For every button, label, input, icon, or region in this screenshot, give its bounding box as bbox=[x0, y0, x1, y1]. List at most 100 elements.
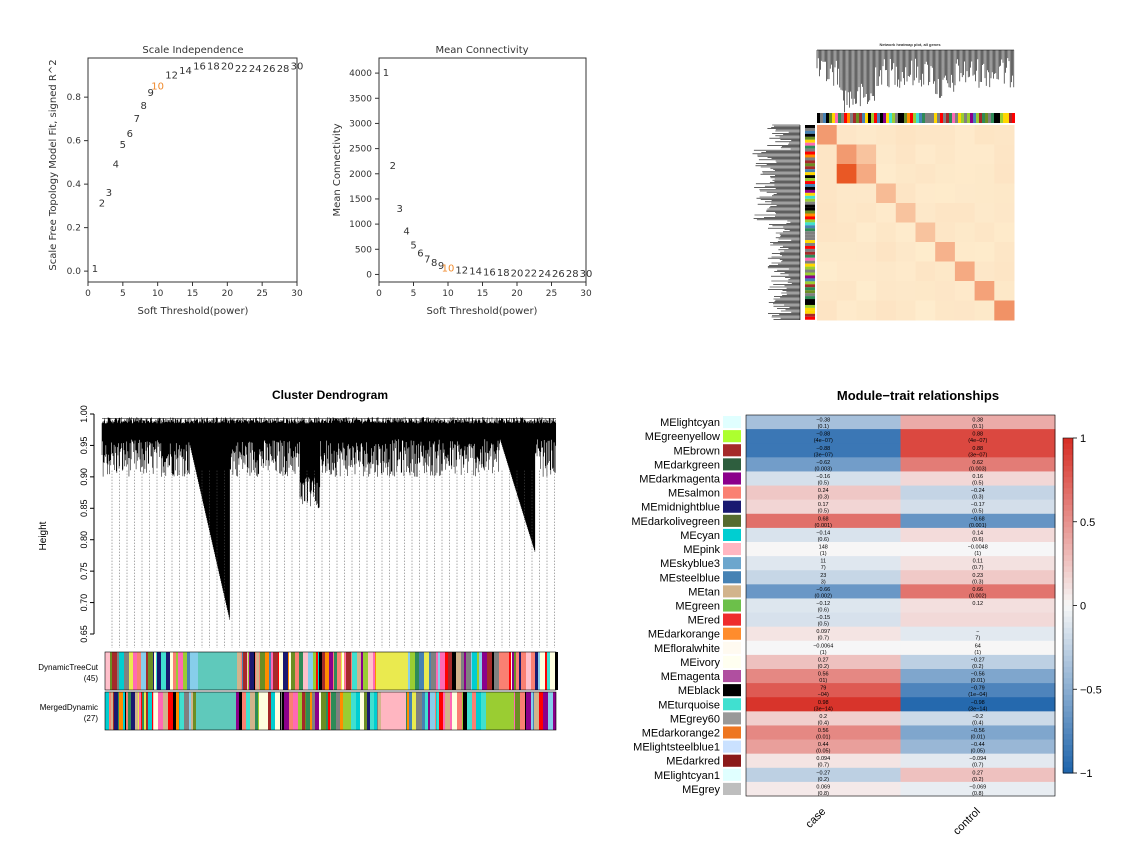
module-color-cell bbox=[445, 652, 448, 690]
module-color-strip-top bbox=[982, 113, 985, 123]
module-color-strip-left bbox=[805, 225, 815, 229]
module-color-cell bbox=[543, 692, 548, 730]
p-value: (0.1) bbox=[972, 424, 983, 430]
module-color-cell bbox=[343, 692, 346, 730]
module-color-cell bbox=[487, 652, 492, 690]
heatmap-cell bbox=[836, 222, 857, 243]
module-color-swatch bbox=[723, 458, 741, 471]
module-color-cell bbox=[250, 692, 255, 730]
module-color-cell bbox=[408, 652, 410, 690]
correlation-cell bbox=[746, 753, 901, 769]
correlation-cell bbox=[746, 527, 901, 543]
module-color-strip-top bbox=[868, 113, 871, 123]
p-value: (4e−07) bbox=[814, 438, 833, 444]
module-color-cell bbox=[336, 692, 340, 730]
module-color-cell bbox=[509, 692, 511, 730]
colorbar-segment bbox=[1063, 745, 1073, 752]
heatmap-cell bbox=[935, 242, 956, 262]
heatmap-cell bbox=[836, 164, 857, 184]
p-value: (4e−07) bbox=[968, 438, 987, 444]
module-color-cell bbox=[438, 652, 440, 690]
x-tick-label: 15 bbox=[187, 289, 198, 299]
colorbar-tick-label: 1 bbox=[1080, 433, 1086, 445]
module-color-strip-left bbox=[805, 178, 815, 182]
module-label: MEsteelblue bbox=[659, 572, 720, 584]
module-color-cell bbox=[367, 692, 370, 730]
module-color-cell bbox=[378, 692, 381, 730]
heatmap-cell bbox=[935, 183, 956, 204]
module-color-cell bbox=[298, 692, 302, 730]
heatmap-cell bbox=[935, 281, 956, 301]
module-color-strip-top bbox=[877, 113, 880, 123]
heatmap-cell bbox=[876, 125, 897, 145]
module-color-cell bbox=[511, 692, 514, 730]
heatmap-cell bbox=[954, 144, 976, 165]
module-color-strip-top bbox=[826, 113, 829, 123]
colorbar-segment bbox=[1063, 633, 1073, 640]
module-color-cell bbox=[293, 692, 298, 730]
module-color-strip-top bbox=[919, 113, 922, 123]
p-value: (0.003) bbox=[815, 466, 833, 472]
data-point-label: 1 bbox=[383, 68, 389, 79]
module-color-cell bbox=[430, 692, 435, 730]
module-color-cell bbox=[337, 652, 341, 690]
network-top-dendrogram bbox=[816, 49, 1015, 113]
module-color-strip-top bbox=[979, 113, 982, 123]
module-color-strip-left bbox=[805, 248, 815, 252]
module-color-cell bbox=[540, 652, 545, 690]
module-color-cell bbox=[390, 652, 394, 690]
colorbar-segment bbox=[1063, 672, 1073, 679]
module-color-cell bbox=[137, 652, 141, 690]
module-color-cell bbox=[259, 692, 263, 730]
module-color-strip-top bbox=[844, 113, 847, 123]
heatmap-cell bbox=[836, 242, 857, 262]
correlation-value: 0.14 bbox=[972, 530, 983, 536]
p-value: (0.5) bbox=[818, 481, 829, 487]
dendrogram-leader-lines bbox=[111, 470, 555, 648]
module-color-cell bbox=[419, 652, 424, 690]
y-tick-label: 0.85 bbox=[79, 500, 89, 518]
module-color-cell bbox=[406, 692, 407, 730]
module-color-cell bbox=[278, 652, 279, 690]
module-color-cell bbox=[275, 692, 280, 730]
p-value: (0.002) bbox=[815, 593, 833, 599]
module-color-swatch bbox=[723, 641, 741, 654]
heatmap-cell bbox=[954, 125, 976, 145]
module-color-cell bbox=[126, 692, 128, 730]
module-label: MElightcyan bbox=[660, 417, 720, 429]
module-color-cell bbox=[283, 652, 288, 690]
module-color-cell bbox=[153, 692, 154, 730]
p-value: (1) bbox=[820, 650, 827, 656]
colorbar-segment bbox=[1063, 733, 1073, 741]
x-axis-label: Soft Threshold(power) bbox=[138, 306, 249, 317]
correlation-cell bbox=[746, 725, 901, 741]
module-color-strip-left bbox=[805, 189, 815, 193]
module-color-swatch bbox=[723, 698, 741, 711]
data-point-label: 24 bbox=[249, 64, 262, 75]
module-color-swatch bbox=[723, 500, 741, 513]
colorbar-segment bbox=[1063, 449, 1073, 456]
module-color-cell bbox=[148, 692, 152, 730]
module-label: MEgreenyellow bbox=[645, 431, 720, 443]
module-color-strip-top bbox=[940, 113, 943, 123]
module-color-cell bbox=[550, 652, 555, 690]
module-color-strip-top bbox=[967, 113, 970, 123]
x-tick-label: 0 bbox=[376, 289, 382, 299]
correlation-cell bbox=[900, 570, 1056, 585]
colorbar-segment bbox=[1063, 711, 1073, 718]
module-color-cell bbox=[249, 652, 250, 690]
module-label: MEdarkmagenta bbox=[639, 474, 721, 486]
module-color-strip-top bbox=[955, 113, 958, 123]
y-tick-label: 0.80 bbox=[79, 531, 89, 549]
p-value: (0.2) bbox=[972, 777, 983, 783]
colorbar-segment bbox=[1063, 728, 1073, 735]
heatmap-cell bbox=[876, 222, 897, 243]
module-label: MEgreen bbox=[675, 601, 720, 613]
module-color-cell bbox=[346, 652, 351, 690]
module-color-cell bbox=[124, 692, 125, 730]
heatmap-cell bbox=[856, 144, 877, 165]
module-color-cell bbox=[526, 652, 531, 690]
module-label: MEpink bbox=[683, 544, 720, 556]
p-value: 7) bbox=[821, 565, 826, 571]
module-color-cell bbox=[534, 692, 539, 730]
